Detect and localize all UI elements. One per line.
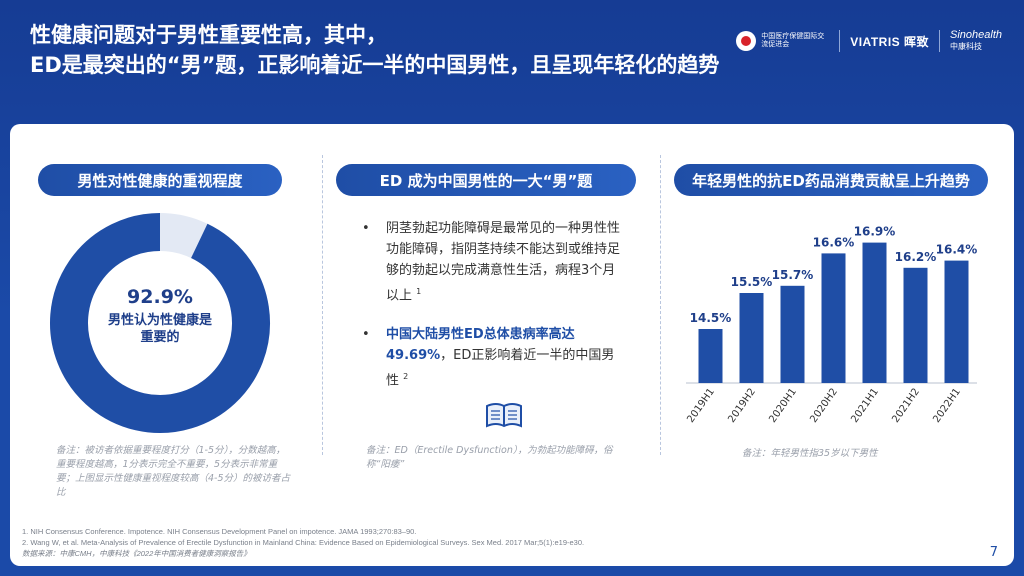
org-emblem-icon — [736, 31, 757, 51]
headline-line-2: ED是最突出的“男”题，正影响着近一半的中国男性，且呈现年轻化的趋势 — [30, 53, 720, 77]
bar-value-label: 15.7% — [772, 268, 814, 282]
donut-value: 92.9% — [127, 286, 193, 308]
left-note: 备注：被访者依据重要程度打分（1-5分），分数越高，重要程度越高，1分表示完全不… — [56, 445, 291, 498]
x-tick-label: 2019H1 — [685, 386, 717, 425]
bar — [821, 253, 846, 383]
sinohealth-logo-cn: 中康科技 — [950, 42, 982, 51]
bar-value-label: 16.2% — [895, 250, 937, 264]
viatris-logo: VIATRIS 晖致 — [850, 33, 929, 50]
left-section-title: 男性对性健康的重视程度 — [38, 164, 282, 196]
list-item: 中国大陆男性ED总体患病率高达49.69%，ED正影响着近一半的中国男性 2 — [358, 324, 626, 391]
bar-value-label: 16.9% — [854, 225, 896, 239]
bullet-1-ref: 1 — [416, 287, 422, 296]
bar-value-label: 16.6% — [813, 235, 855, 249]
bar-value-label: 15.5% — [731, 275, 773, 289]
data-source: 数据来源：中康CMH，中康科技《2022年中国消费者健康洞察报告》 — [22, 549, 251, 558]
references: 1. NIH Consensus Conference. Impotence. … — [22, 526, 584, 559]
x-tick-label: 2020H1 — [767, 386, 799, 425]
bullet-2-highlight: 中国大陆男性ED总体患病率高达49.69% — [386, 327, 575, 364]
sinohealth-logo: Sinohealth 中康科技 — [950, 30, 1002, 52]
x-tick-label: 2020H2 — [808, 386, 840, 425]
x-tick-label: 2019H2 — [726, 386, 758, 425]
viatris-logo-text: VIATRIS 晖致 — [850, 34, 929, 49]
bar-value-label: 14.5% — [690, 311, 732, 325]
right-note: 备注：年轻男性指35岁以下男性 — [742, 448, 878, 459]
ed-bullet-list: 阴茎勃起功能障碍是最常见的一种男性性功能障碍，指阴茎持续不能达到或维持足够的勃起… — [358, 218, 626, 410]
bar-value-label: 16.4% — [936, 243, 978, 257]
x-tick-label: 2021H2 — [890, 386, 922, 425]
bar-chart: 14.5% 2019H1 15.5% 2019H2 15.7% 2020H1 16.6% 20… — [685, 225, 978, 425]
column-divider — [322, 155, 323, 455]
org-logo-text: 中国医疗保健国际交流促进会 — [761, 33, 825, 48]
bar — [698, 329, 723, 383]
slide-headline: 性健康问题对于男性重要性高，其中， ED是最突出的“男”题，正影响着近一半的中国… — [30, 20, 719, 80]
bar — [739, 293, 764, 383]
middle-note: 备注：ED（Erectile Dysfunction），为勃起功能障碍，俗称“阳… — [366, 445, 613, 470]
logo-divider — [839, 30, 841, 52]
page-number: 7 — [989, 545, 998, 560]
org-logo: 中国医疗保健国际交流促进会 — [736, 31, 829, 51]
donut-center-label: 92.9% 男性认为性健康是重要的 — [70, 286, 250, 346]
book-icon — [486, 403, 522, 428]
logo-divider — [939, 30, 940, 52]
donut-caption: 男性认为性健康是重要的 — [107, 313, 212, 345]
reference-1: 1. NIH Consensus Conference. Impotence. … — [22, 527, 417, 536]
x-tick-label: 2021H1 — [849, 386, 881, 425]
bar — [944, 260, 969, 383]
reference-2: 2. Wang W, et al. Meta-Analysis of Preva… — [22, 538, 585, 547]
sinohealth-logo-text: Sinohealth — [950, 29, 1002, 41]
list-item: 阴茎勃起功能障碍是最常见的一种男性性功能障碍，指阴茎持续不能达到或维持足够的勃起… — [358, 218, 626, 306]
partner-logos: 中国医疗保健国际交流促进会 VIATRIS 晖致 Sinohealth 中康科技 — [736, 30, 1002, 52]
x-tick-label: 2022H1 — [931, 386, 963, 425]
donut-chart — [50, 213, 270, 433]
bar — [903, 267, 928, 383]
bar — [780, 285, 805, 383]
donut-value-arc — [50, 213, 270, 433]
bullet-1-text: 阴茎勃起功能障碍是最常见的一种男性性功能障碍，指阴茎持续不能达到或维持足够的勃起… — [386, 221, 621, 304]
headline-line-1: 性健康问题对于男性重要性高，其中， — [30, 23, 387, 47]
middle-section-title: ED 成为中国男性的一大“男”题 — [336, 164, 636, 196]
bar — [862, 242, 887, 383]
bullet-2-ref: 2 — [403, 372, 409, 382]
column-divider — [660, 155, 661, 455]
right-section-title: 年轻男性的抗ED药品消费贡献呈上升趋势 — [674, 164, 988, 196]
bullet-2-text: ，ED正影响着近一半的中国男性 — [386, 348, 615, 389]
